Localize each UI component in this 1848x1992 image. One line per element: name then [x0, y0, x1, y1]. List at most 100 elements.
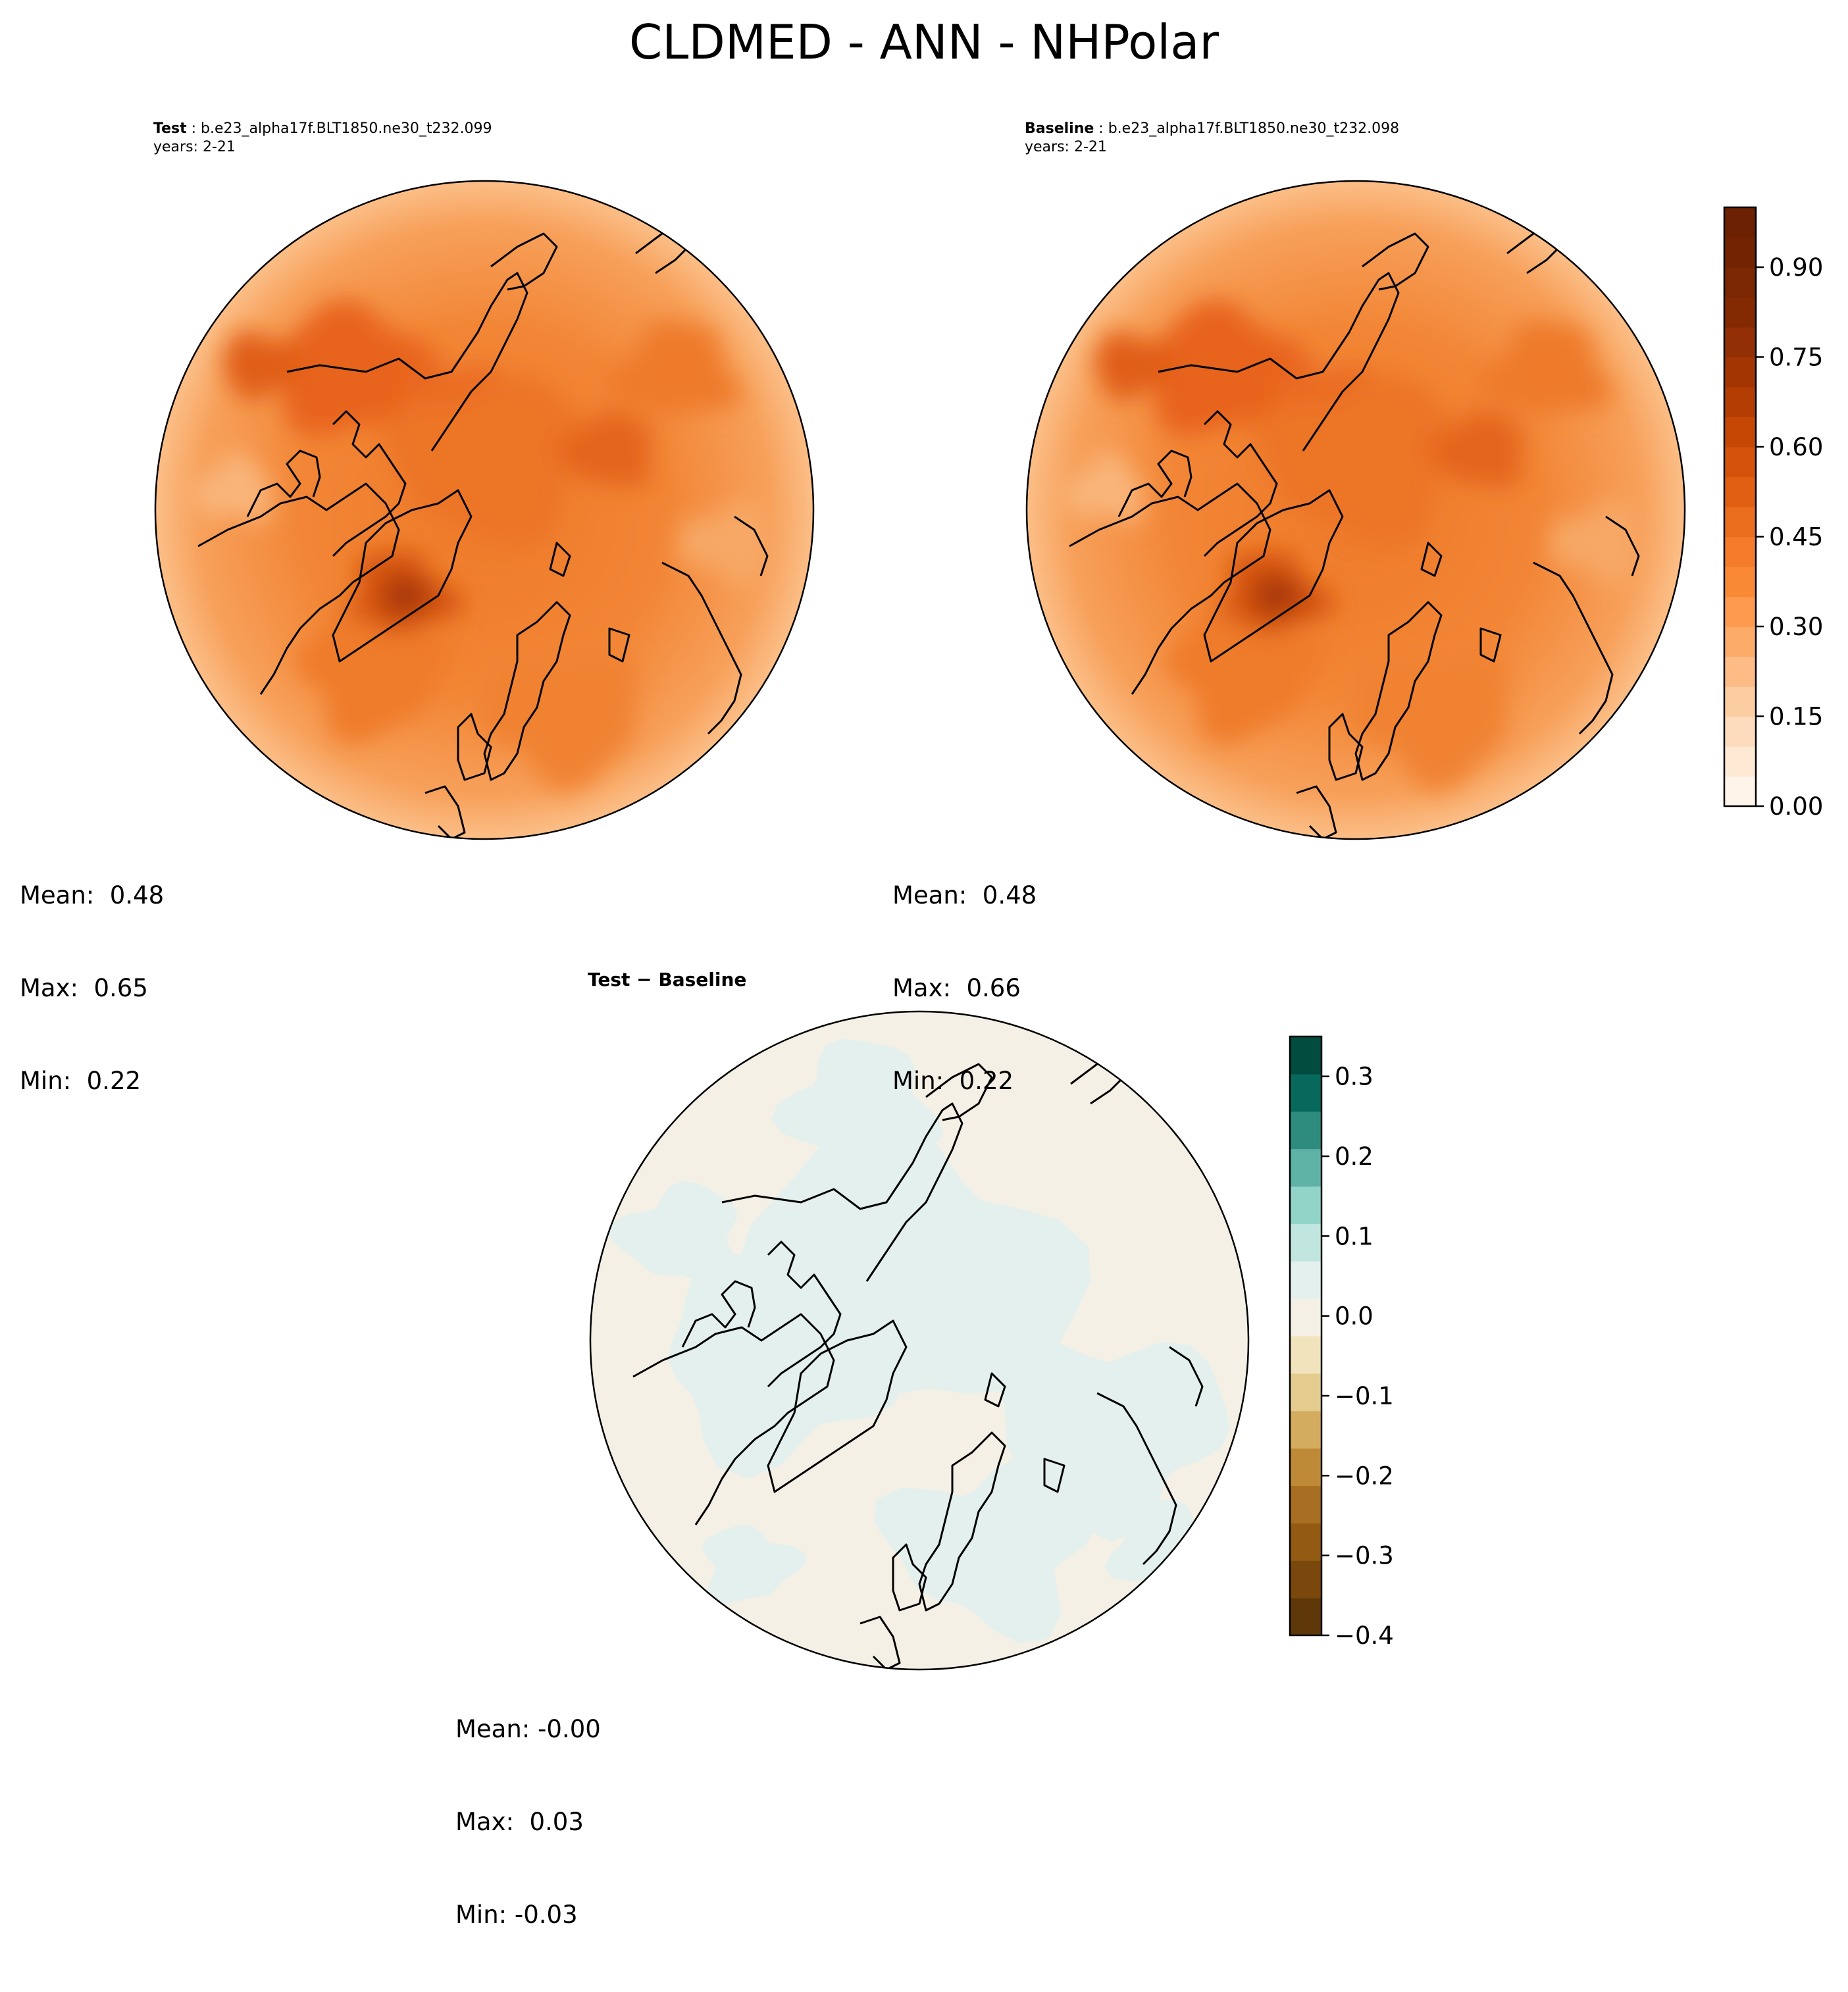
- colorbar-bin: [1724, 656, 1756, 687]
- field-contour: [555, 410, 652, 488]
- colorbar-bin: [1724, 447, 1756, 478]
- colorbar-bin: [1290, 1560, 1322, 1598]
- colorbar-tick-label: −0.2: [1335, 1462, 1394, 1490]
- coastline: [1328, 713, 1364, 781]
- colorbar-bin: [1290, 1523, 1322, 1561]
- coastline: [332, 410, 407, 557]
- test-panel-title: Test : b.e23_alpha17f.BLT1850.ne30_t232.…: [153, 120, 492, 138]
- coastline: [490, 232, 558, 291]
- colorbar-bin: [1724, 746, 1756, 777]
- baseline-label: Baseline: [1025, 120, 1094, 137]
- colorbar-bin: [1724, 716, 1756, 747]
- coastline: [246, 449, 321, 517]
- coastline: [681, 1280, 756, 1348]
- coastline: [1354, 601, 1443, 781]
- coastline: [734, 515, 769, 576]
- colorbar-bin: [1724, 327, 1756, 358]
- coastline: [1069, 482, 1271, 695]
- field-contour: [222, 332, 302, 402]
- baseline-stats: Mean: 0.48 Max: 0.66 Min: 0.22: [892, 818, 1037, 1158]
- colorbar-bin: [1724, 387, 1756, 418]
- diff-contour: [874, 1457, 1096, 1644]
- colorbar-bin: [1290, 1148, 1322, 1187]
- baseline-case-name: b.e23_alpha17f.BLT1850.ne30_t232.098: [1108, 120, 1400, 137]
- test-max: Max: 0.65: [20, 974, 148, 1002]
- baseline-mean: Mean: 0.48: [892, 881, 1037, 909]
- coastline: [918, 1431, 1006, 1612]
- colorbar-tick-label: 0.1: [1335, 1222, 1373, 1250]
- coastline: [1203, 489, 1344, 663]
- coastline: [1605, 515, 1640, 576]
- field-contour: [1164, 616, 1328, 746]
- colorbar-tick-label: 0.3: [1335, 1063, 1373, 1091]
- diff-panel-title: Test − Baseline: [588, 969, 747, 990]
- coastline: [1533, 561, 1614, 735]
- field-contour: [1093, 332, 1173, 402]
- field-contour: [279, 299, 439, 437]
- field-contour: [1549, 499, 1643, 587]
- coastline: [1420, 542, 1443, 577]
- field-contour: [605, 320, 741, 417]
- colorbar-bin: [1724, 297, 1756, 328]
- colorbar-bin: [1724, 596, 1756, 627]
- coastline: [984, 1372, 1006, 1408]
- colorbar-bin: [1290, 1410, 1322, 1449]
- field-contour: [381, 575, 435, 616]
- coastline: [1362, 232, 1429, 291]
- field-contour: [191, 450, 272, 523]
- diff-colorbar: −0.4 −0.3 −0.2 −0.1 0.0 0.1 0.2 0.3: [1289, 1035, 1394, 1645]
- colorbar-bin: [1290, 1036, 1322, 1075]
- colorbar-bin: [1724, 626, 1756, 657]
- colorbar-bin: [1290, 1336, 1322, 1374]
- diff-contour: [668, 1253, 908, 1479]
- baseline-max: Max: 0.66: [892, 974, 1021, 1002]
- test-stats: Mean: 0.48 Max: 0.65 Min: 0.22: [20, 818, 164, 1158]
- field-contour: [1347, 651, 1510, 792]
- coastline: [286, 272, 528, 451]
- colorbar-bin: [1290, 1223, 1322, 1262]
- test-label: Test: [153, 120, 187, 137]
- coastline: [1043, 1458, 1065, 1493]
- colorbar-bin: [1724, 476, 1756, 507]
- colorbar-bin: [1724, 267, 1756, 298]
- colorbar-frame: [1723, 206, 1757, 807]
- test-mean: Mean: 0.48: [20, 881, 165, 909]
- colorbar-bin: [1724, 567, 1756, 598]
- coastline: [1096, 1392, 1177, 1566]
- colorbar-bin: [1724, 357, 1756, 388]
- test-min: Min: 0.22: [20, 1067, 141, 1095]
- colorbar-tick-label: 0.30: [1769, 613, 1823, 641]
- coastline: [1611, 726, 1640, 754]
- baseline-separator: :: [1094, 120, 1108, 137]
- diff-contour: [609, 1181, 739, 1285]
- diff-contour: [1104, 1500, 1229, 1585]
- coastline: [1117, 449, 1193, 517]
- colorbar-tick-label: 0.90: [1769, 253, 1823, 282]
- map-boundary: [589, 1010, 1250, 1671]
- map-boundary: [154, 180, 815, 840]
- field-contour: [1062, 450, 1143, 523]
- map-boundary: [1025, 180, 1686, 840]
- coastline: [632, 1313, 835, 1525]
- coastline: [892, 1543, 927, 1612]
- field-contour: [292, 616, 457, 746]
- colorbar-bin: [1290, 1261, 1322, 1299]
- colorbar-bin: [1290, 1373, 1322, 1412]
- colorbar-bin: [1724, 507, 1756, 538]
- field-contour: [1252, 575, 1306, 616]
- diff-min: Min: -0.03: [455, 1901, 578, 1929]
- coastline: [1169, 1346, 1204, 1407]
- field-contour: [1427, 410, 1524, 488]
- diff-stats: Mean: -0.00 Max: 0.03 Min: -0.03: [455, 1652, 601, 1992]
- colorbar-tick-label: 0.45: [1769, 523, 1823, 551]
- colorbar-bin: [1290, 1186, 1322, 1224]
- baseline-map: [1025, 180, 1686, 840]
- coastline: [740, 726, 769, 754]
- baseline-years: years: 2-21: [1025, 139, 1107, 155]
- coastline: [661, 561, 742, 735]
- test-separator: :: [186, 120, 201, 137]
- field-contour: [678, 499, 771, 587]
- colorbar-tick-label: 0.15: [1769, 703, 1823, 731]
- colorbar-bin: [1290, 1073, 1322, 1112]
- coastline: [608, 627, 630, 663]
